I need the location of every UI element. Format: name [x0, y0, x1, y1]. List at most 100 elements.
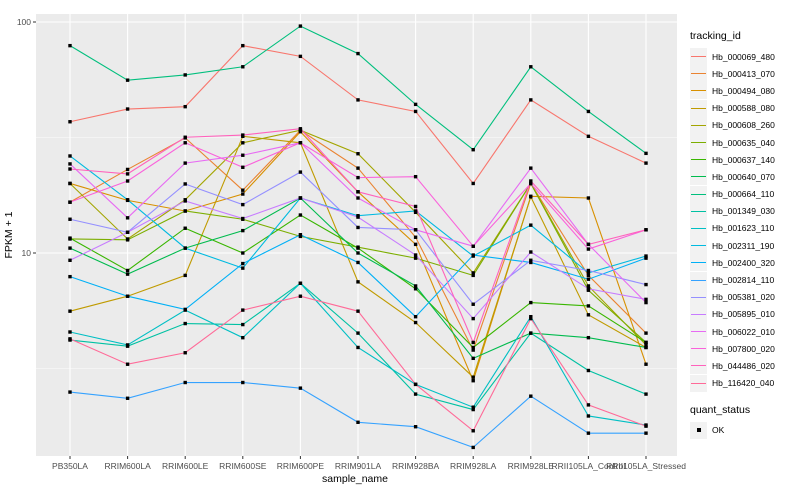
- data-point: [241, 380, 245, 385]
- data-point: [68, 236, 72, 240]
- legend-key: [690, 99, 707, 117]
- data-point: [241, 202, 245, 207]
- legend-item-label: Hb_000069_480: [712, 51, 775, 62]
- data-point: [471, 345, 475, 350]
- data-point: [68, 181, 72, 186]
- data-point: [241, 141, 245, 145]
- x-tick-label: RRIM600PE: [276, 461, 325, 471]
- legend-key: [690, 237, 707, 255]
- data-point: [471, 273, 475, 278]
- legend-key: [690, 48, 707, 66]
- data-point: [298, 141, 303, 145]
- data-point: [471, 244, 475, 248]
- legend-key: [690, 254, 707, 272]
- data-point: [644, 340, 648, 345]
- data-point: [183, 209, 187, 213]
- data-point: [529, 331, 533, 335]
- data-point: [586, 242, 591, 247]
- data-point: [356, 309, 360, 313]
- data-point: [125, 362, 130, 366]
- data-point: [644, 254, 648, 258]
- data-point: [471, 340, 475, 345]
- data-point: [356, 175, 360, 180]
- data-point: [356, 280, 360, 284]
- data-point: [183, 380, 187, 385]
- legend-key: [690, 271, 707, 289]
- data-point: [644, 228, 648, 232]
- data-point: [644, 331, 648, 335]
- data-point: [356, 331, 360, 335]
- data-point: [183, 73, 187, 77]
- data-point: [413, 109, 418, 114]
- data-point: [183, 161, 187, 165]
- legend-key: [690, 357, 707, 375]
- data-point: [586, 414, 591, 418]
- data-point: [241, 266, 245, 270]
- legend-item: Hb_005381_020: [690, 288, 775, 306]
- legend-item-label: Hb_044486_020: [712, 360, 775, 371]
- data-point: [413, 287, 418, 291]
- data-point: [241, 308, 245, 312]
- data-point: [413, 235, 418, 239]
- data-point: [529, 260, 533, 265]
- legend-key-line-icon: [691, 124, 706, 126]
- data-point: [68, 274, 72, 279]
- quant-ok-key: [690, 421, 707, 439]
- data-point: [125, 396, 130, 400]
- data-point: [586, 273, 591, 278]
- data-point: [298, 281, 303, 285]
- data-point: [241, 228, 245, 233]
- data-point: [125, 179, 130, 183]
- data-point: [471, 356, 475, 361]
- data-point: [183, 351, 187, 355]
- legend-item-label: Hb_000664_110: [712, 189, 775, 200]
- legend-key: [690, 305, 707, 323]
- data-point: [413, 425, 418, 429]
- data-point: [529, 316, 533, 321]
- data-point: [471, 271, 475, 275]
- data-point: [241, 188, 245, 192]
- legend-key: [690, 151, 707, 169]
- legend-item-label: Hb_002814_110: [712, 275, 775, 286]
- legend-key-line-icon: [691, 142, 706, 144]
- legend-key-line-icon: [691, 313, 706, 315]
- data-point: [586, 247, 591, 251]
- legend-key-line-icon: [691, 193, 706, 195]
- legend-key-line-icon: [691, 210, 706, 212]
- legend-title-quant-status: quant_status: [690, 403, 751, 416]
- legend-item: Hb_000635_040: [690, 134, 775, 152]
- data-point: [356, 420, 360, 424]
- x-tick-label: RRIM600SE: [219, 461, 267, 471]
- legend-key: [690, 340, 707, 358]
- data-point: [125, 294, 130, 298]
- data-point: [413, 314, 418, 319]
- data-point: [241, 251, 245, 255]
- legend-title-tracking-id: tracking_id: [690, 30, 741, 42]
- data-point: [586, 304, 591, 308]
- data-point: [241, 153, 245, 157]
- data-point: [644, 345, 648, 350]
- data-point: [413, 284, 418, 288]
- data-point: [586, 284, 591, 288]
- legend-item: Hb_002311_190: [690, 237, 775, 255]
- data-point: [413, 392, 418, 396]
- x-tick-label: RRIM928LE: [507, 461, 554, 471]
- x-tick-label: RRII105LA_Stressed: [606, 461, 686, 471]
- legend-item-label: Hb_000494_080: [712, 85, 775, 96]
- legend-key-line-icon: [691, 245, 706, 247]
- data-point: [413, 204, 418, 209]
- data-point: [413, 242, 418, 247]
- data-point: [471, 316, 475, 321]
- data-point: [68, 337, 72, 341]
- data-point: [471, 429, 475, 433]
- data-point: [125, 268, 130, 273]
- data-point: [125, 343, 130, 347]
- data-point: [644, 424, 648, 428]
- data-point: [586, 335, 591, 340]
- data-point: [125, 167, 130, 172]
- legend-key-line-icon: [691, 56, 706, 58]
- data-point: [529, 314, 533, 319]
- data-point: [529, 98, 533, 102]
- data-point: [586, 109, 591, 114]
